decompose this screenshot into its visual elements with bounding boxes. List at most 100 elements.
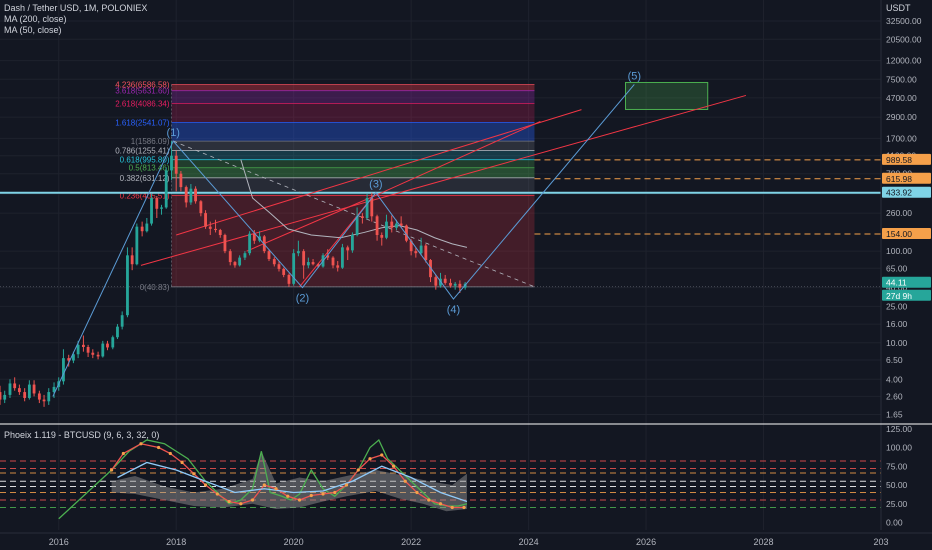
ma50-legend[interactable]: MA (50, close) — [4, 25, 62, 35]
candle[interactable] — [189, 188, 193, 203]
candle[interactable] — [434, 277, 438, 286]
candle[interactable] — [52, 386, 56, 393]
candle[interactable] — [199, 201, 203, 214]
elliott-wave-label: (1) — [167, 127, 180, 139]
candle[interactable] — [306, 262, 310, 266]
candle[interactable] — [248, 233, 252, 254]
candle[interactable] — [331, 257, 335, 266]
candle[interactable] — [23, 392, 27, 398]
candle[interactable] — [292, 253, 296, 284]
candle[interactable] — [164, 170, 168, 208]
candle[interactable] — [252, 233, 256, 241]
candle[interactable] — [32, 384, 36, 394]
candle[interactable] — [174, 155, 178, 174]
candle[interactable] — [282, 268, 286, 275]
candle[interactable] — [341, 247, 344, 268]
candle[interactable] — [8, 383, 12, 395]
candle[interactable] — [194, 188, 197, 202]
candle[interactable] — [370, 198, 374, 217]
candle[interactable] — [0, 392, 2, 400]
candle[interactable] — [3, 394, 7, 400]
candle[interactable] — [414, 251, 418, 254]
candle[interactable] — [453, 283, 457, 286]
candle[interactable] — [346, 247, 350, 251]
candle[interactable] — [458, 283, 462, 288]
candle[interactable] — [160, 207, 163, 209]
candle[interactable] — [76, 344, 80, 355]
candle[interactable] — [365, 198, 369, 218]
ma200-legend[interactable]: MA (200, close) — [4, 14, 67, 24]
candle[interactable] — [42, 399, 46, 402]
candle[interactable] — [399, 223, 403, 226]
candle[interactable] — [145, 223, 149, 232]
candle[interactable] — [243, 253, 247, 258]
oscillator-legend[interactable]: Phoeix 1.119 - BTCUSD (9, 6, 3, 32, 0) — [4, 430, 160, 440]
symbol-legend[interactable]: Dash / Tether USD, 1M, POLONIEX — [4, 3, 148, 13]
candle[interactable] — [62, 358, 65, 382]
candle[interactable] — [179, 173, 183, 188]
candle[interactable] — [449, 282, 452, 286]
candle[interactable] — [233, 262, 237, 266]
candle[interactable] — [272, 259, 276, 265]
candle[interactable] — [184, 187, 188, 203]
candle[interactable] — [228, 251, 232, 263]
candle[interactable] — [91, 352, 95, 355]
candle[interactable] — [336, 265, 340, 268]
candle[interactable] — [135, 226, 139, 265]
candle[interactable] — [223, 235, 227, 252]
candle[interactable] — [385, 221, 388, 238]
candle[interactable] — [443, 278, 447, 283]
candle[interactable] — [316, 264, 320, 267]
candle[interactable] — [150, 198, 153, 224]
candle[interactable] — [13, 383, 17, 389]
candle[interactable] — [355, 216, 359, 236]
candle[interactable] — [126, 255, 129, 316]
candle[interactable] — [111, 337, 115, 348]
candle[interactable] — [380, 235, 384, 238]
candle[interactable] — [429, 260, 432, 278]
candle[interactable] — [106, 343, 109, 348]
price-tick-label: 2900.00 — [886, 112, 917, 122]
candle[interactable] — [130, 255, 134, 265]
candle[interactable] — [218, 230, 222, 236]
candle[interactable] — [390, 221, 394, 228]
candle[interactable] — [101, 343, 105, 357]
candle[interactable] — [170, 155, 173, 171]
candle[interactable] — [86, 346, 90, 353]
candle[interactable] — [47, 392, 51, 402]
oscillator-axis[interactable] — [881, 425, 932, 530]
candle[interactable] — [81, 344, 85, 347]
candle[interactable] — [419, 245, 423, 254]
candle[interactable] — [67, 358, 71, 361]
candle[interactable] — [37, 393, 41, 400]
candle[interactable] — [395, 223, 398, 228]
candle[interactable] — [287, 274, 291, 284]
candle[interactable] — [208, 226, 212, 229]
candle[interactable] — [311, 262, 315, 265]
candle[interactable] — [204, 213, 207, 227]
candle[interactable] — [116, 326, 119, 338]
candle[interactable] — [360, 216, 364, 218]
candle[interactable] — [424, 245, 428, 261]
candle[interactable] — [375, 216, 379, 236]
candle[interactable] — [214, 228, 217, 231]
fib-level-label: 0(40.83) — [140, 283, 170, 292]
candle[interactable] — [72, 354, 75, 361]
candle[interactable] — [409, 240, 413, 252]
candle[interactable] — [439, 278, 442, 286]
candle[interactable] — [267, 251, 271, 260]
candle[interactable] — [27, 384, 31, 398]
candle[interactable] — [120, 315, 124, 327]
candle[interactable] — [238, 257, 242, 266]
candle[interactable] — [155, 198, 159, 209]
candle[interactable] — [140, 226, 144, 232]
candle[interactable] — [302, 251, 306, 266]
candle[interactable] — [96, 354, 100, 357]
candle[interactable] — [17, 388, 21, 393]
candle[interactable] — [405, 225, 408, 241]
candle[interactable] — [296, 251, 300, 254]
candle[interactable] — [277, 264, 281, 269]
candle[interactable] — [350, 235, 354, 251]
candle[interactable] — [326, 255, 330, 258]
